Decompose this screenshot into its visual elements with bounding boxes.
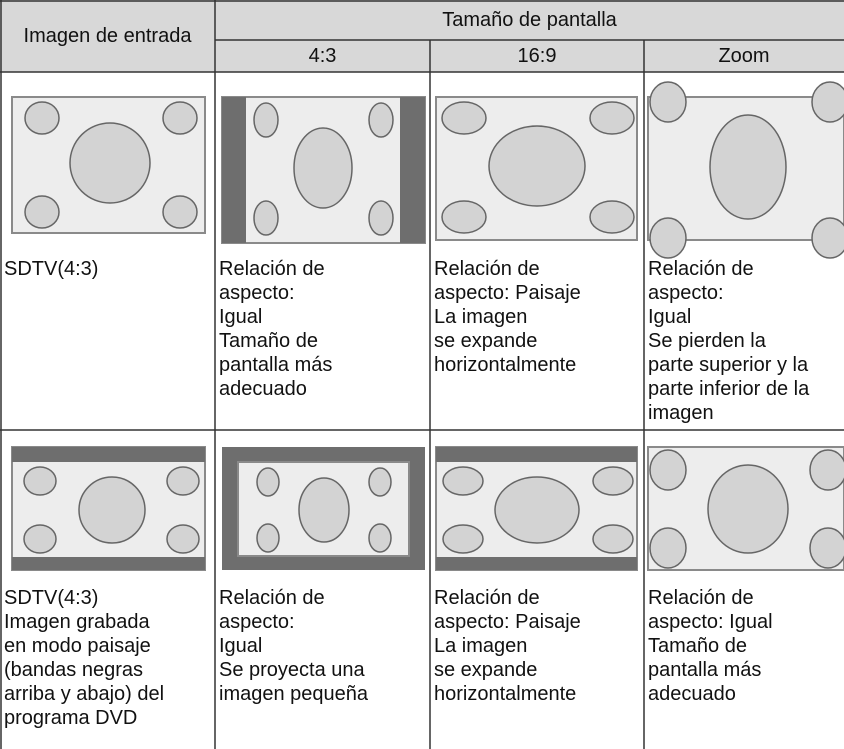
column-header: Zoom xyxy=(718,44,770,67)
text-line: pantalla más xyxy=(219,354,333,376)
text-line: adecuado xyxy=(219,378,307,400)
header-bg xyxy=(0,0,844,72)
text-line: aspecto: xyxy=(648,282,724,304)
text-line: Relación de xyxy=(648,258,754,280)
text-line: Relación de xyxy=(434,587,540,609)
text-line: aspecto: xyxy=(219,611,295,633)
header-input: Imagen de entrada xyxy=(23,24,192,47)
cell-text: Relación de aspecto: Igual Tamaño de pantall… xyxy=(219,257,332,401)
text-line: SDTV(4:3) xyxy=(4,587,99,609)
text-line: imagen xyxy=(648,402,714,424)
text-line: aspecto: xyxy=(219,282,295,304)
text-line: Relación de xyxy=(219,587,325,609)
text-line: Se pierden la xyxy=(648,330,766,352)
header-screen-size: Tamaño de pantalla xyxy=(442,8,617,31)
text-line: Tamaño de xyxy=(219,330,318,352)
text-line: aspecto: Paisaje xyxy=(434,611,581,633)
cell-text: Relación de aspecto: Igual Se proyecta una i… xyxy=(219,586,368,706)
column-header: 4:3 xyxy=(308,44,337,67)
text-line: Relación de xyxy=(648,587,754,609)
cell-text: Relación de aspecto: Paisaje La imagen se e… xyxy=(434,586,581,706)
text-line: horizontalmente xyxy=(434,683,577,705)
cell-text: SDTV(4:3) Imagen grabada en modo paisaje (b… xyxy=(4,586,164,730)
text-line: Se proyecta una xyxy=(219,659,365,681)
text-line: arriba y abajo) del xyxy=(4,683,165,705)
cell-text: Relación de aspecto: Igual Se pierden la par… xyxy=(648,257,809,425)
text-line: Tamaño de xyxy=(648,635,747,657)
text-line: Imagen grabada xyxy=(4,611,150,633)
text-line: adecuado xyxy=(648,683,736,705)
text-line: La imagen xyxy=(434,306,528,328)
text-line: aspecto: Igual xyxy=(648,611,773,633)
text-line: Igual xyxy=(219,306,263,328)
text-line: parte superior y la xyxy=(648,354,809,376)
text-line: pantalla más xyxy=(648,659,762,681)
cell-text: Relación de aspecto: Igual Tamaño de pantal… xyxy=(648,586,773,706)
text-line: aspecto: Paisaje xyxy=(434,282,581,304)
column-header: 16:9 xyxy=(517,44,557,67)
text-line: La imagen xyxy=(434,635,528,657)
text-line: Igual xyxy=(648,306,692,328)
text-line: programa DVD xyxy=(4,707,138,729)
text-line: en modo paisaje xyxy=(4,635,151,657)
cell-text: Relación de aspecto: Paisaje La imagen se e… xyxy=(434,257,581,377)
text-line: SDTV(4:3) xyxy=(4,258,99,280)
text-line: Relación de xyxy=(434,258,540,280)
text-line: (bandas negras xyxy=(4,659,143,681)
text-line: horizontalmente xyxy=(434,354,577,376)
screen-images xyxy=(11,81,844,571)
text-line: se expande xyxy=(434,659,538,681)
cell-text: SDTV(4:3) xyxy=(4,257,98,281)
text-line: Igual xyxy=(219,635,263,657)
text-line: se expande xyxy=(434,330,538,352)
text-line: parte inferior de la xyxy=(648,378,810,400)
text-line: Relación de xyxy=(219,258,325,280)
text-line: imagen pequeña xyxy=(219,683,369,705)
